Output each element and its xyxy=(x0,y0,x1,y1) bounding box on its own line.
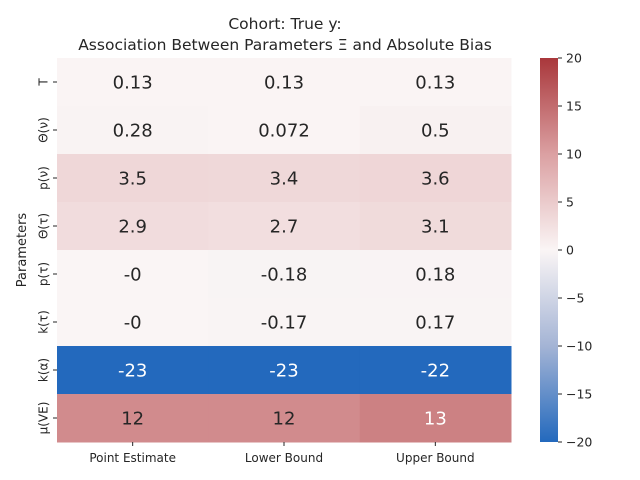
cell-value-label: 3.5 xyxy=(118,169,147,190)
cell-value-label: -23 xyxy=(269,361,298,382)
y-tick-label: Θ(τ) xyxy=(37,213,51,239)
colorbar-tick-label: 15 xyxy=(566,99,582,114)
heatmap-cell xyxy=(359,58,512,107)
y-axis-label: Parameters xyxy=(15,213,30,288)
colorbar-gradient xyxy=(540,58,558,442)
y-tick-label: μ(VE) xyxy=(37,402,51,435)
heatmap-cell xyxy=(359,250,512,299)
x-tick-label: Point Estimate xyxy=(89,451,176,465)
cell-value-label: -22 xyxy=(421,361,450,382)
cell-value-label: 0.072 xyxy=(258,121,310,142)
heatmap-cell xyxy=(208,154,361,203)
heatmap-cell xyxy=(208,346,361,395)
cell-value-label: 12 xyxy=(273,409,296,430)
x-tick-label: Upper Bound xyxy=(396,451,475,465)
cell-value-label: 0.13 xyxy=(113,73,153,94)
heatmap-cell xyxy=(57,250,209,299)
cell-value-label: -0 xyxy=(124,265,142,286)
y-tick-label: Θ(ν) xyxy=(37,117,51,143)
colorbar-tick-label: −20 xyxy=(566,435,592,450)
heatmap-cell xyxy=(359,346,512,395)
y-tick-label: p(τ) xyxy=(37,262,51,286)
cell-value-label: 0.5 xyxy=(421,121,450,142)
colorbar-tick-label: −5 xyxy=(566,291,584,306)
chart-title-line1: Cohort: True y: xyxy=(228,15,341,33)
heatmap-cells: 0.13 0.13 0.13 0.28 0.072 0.5 3.5 3.4 3.6 2.9 2.7 3… xyxy=(57,58,512,443)
cell-value-label: 0.17 xyxy=(415,313,455,334)
heatmap-cell xyxy=(208,58,361,107)
cell-value-label: 0.28 xyxy=(113,121,153,142)
cell-value-label: 0.13 xyxy=(415,73,455,94)
colorbar-tick-label: 5 xyxy=(566,195,574,210)
colorbar-tick-label: 0 xyxy=(566,243,574,258)
cell-value-label: 2.7 xyxy=(270,217,299,238)
heatmap-cell xyxy=(57,58,209,107)
heatmap-cell xyxy=(57,106,209,155)
heatmap-cell xyxy=(57,394,209,443)
heatmap-cell xyxy=(359,154,512,203)
cell-value-label: -0.18 xyxy=(261,265,308,286)
chart-title-line2: Association Between Parameters Ξ and Abs… xyxy=(78,36,492,54)
heatmap-cell xyxy=(57,202,209,251)
cell-value-label: 0.13 xyxy=(264,73,304,94)
heatmap-cell xyxy=(57,154,209,203)
x-tick-labels: Point Estimate Lower Bound Upper Bound xyxy=(89,442,475,465)
heatmap-cell xyxy=(208,250,361,299)
y-tick-label: k(α) xyxy=(37,358,51,382)
y-tick-labels: T Θ(ν) p(ν) Θ(τ) p(τ) k(τ) k(α) μ(VE) xyxy=(37,78,57,435)
heatmap-cell xyxy=(208,394,361,443)
y-tick-label: k(τ) xyxy=(37,310,51,334)
heatmap-cell xyxy=(208,298,361,347)
heatmap-cell xyxy=(57,298,209,347)
colorbar: 20 15 10 5 0 −5 −10 −15 −20 xyxy=(540,51,592,450)
cell-value-label: -23 xyxy=(118,361,147,382)
cell-value-label: -0 xyxy=(124,313,142,334)
cell-value-label: 0.18 xyxy=(415,265,455,286)
colorbar-tick-label: −10 xyxy=(566,339,592,354)
cell-value-label: 3.6 xyxy=(421,169,450,190)
heatmap-cell xyxy=(359,106,512,155)
colorbar-tick-label: 10 xyxy=(566,147,582,162)
heatmap-cell xyxy=(359,394,512,443)
heatmap-cell xyxy=(57,346,209,395)
cell-value-label: 3.1 xyxy=(421,217,450,238)
colorbar-tick-label: −15 xyxy=(566,387,592,402)
heatmap-cell xyxy=(208,202,361,251)
cell-value-label: -0.17 xyxy=(261,313,308,334)
cell-value-label: 2.9 xyxy=(118,217,147,238)
colorbar-tick-label: 20 xyxy=(566,51,582,66)
heatmap-cell xyxy=(208,106,361,155)
y-tick-label: p(ν) xyxy=(37,166,51,190)
cell-value-label: 3.4 xyxy=(270,169,299,190)
cell-value-label: 12 xyxy=(121,409,144,430)
y-tick-label: T xyxy=(37,78,51,87)
cell-value-label: 13 xyxy=(424,409,447,430)
heatmap-cell xyxy=(359,298,512,347)
x-tick-label: Lower Bound xyxy=(245,451,323,465)
heatmap-cell xyxy=(359,202,512,251)
